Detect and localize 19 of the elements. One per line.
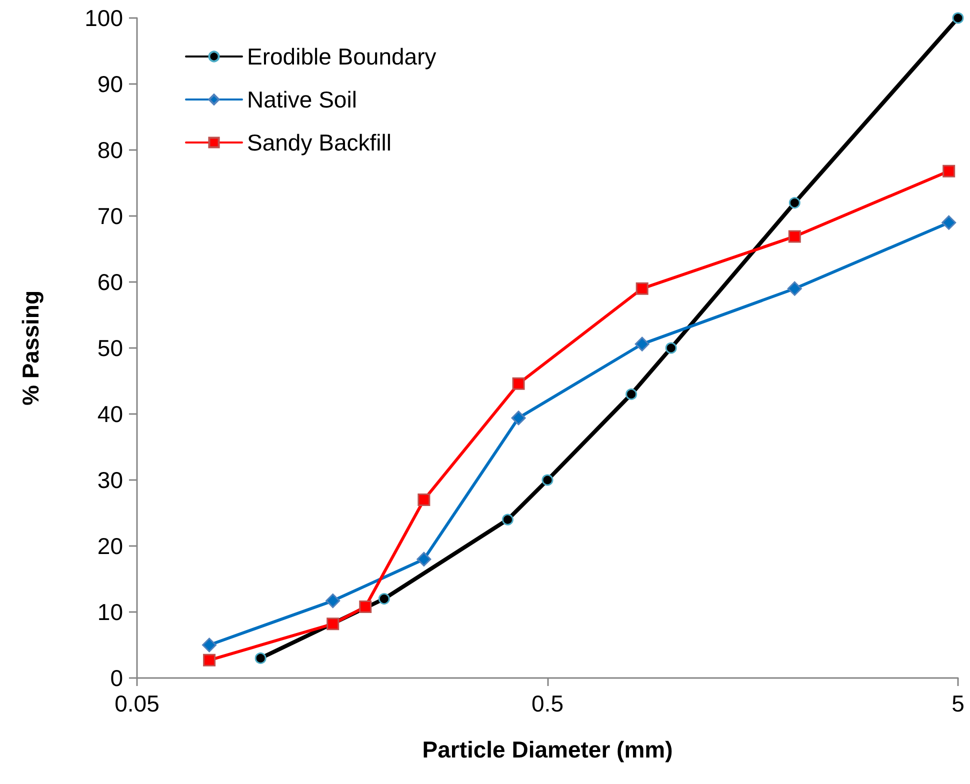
- y-tick-label: 80: [97, 137, 123, 163]
- y-tick-label: 30: [97, 467, 123, 493]
- y-axis-title: % Passing: [18, 290, 44, 406]
- y-tick-label: 90: [97, 71, 123, 97]
- legend-label: Sandy Backfill: [247, 130, 392, 156]
- y-tick-label: 20: [97, 533, 123, 559]
- y-tick-label: 70: [97, 203, 123, 229]
- x-tick-label: 5: [952, 690, 964, 716]
- y-tick-label: 60: [97, 269, 123, 295]
- x-axis-title: Particle Diameter (mm): [422, 736, 673, 762]
- legend-label: Erodible Boundary: [247, 44, 437, 70]
- y-tick-label: 40: [97, 401, 123, 427]
- x-tick-label: 0.5: [532, 690, 564, 716]
- y-tick-label: 0: [110, 665, 123, 691]
- y-tick-label: 50: [97, 335, 123, 361]
- legend-label: Native Soil: [247, 86, 357, 112]
- y-tick-label: 100: [84, 5, 123, 31]
- x-tick-label: 0.05: [114, 690, 160, 716]
- y-tick-label: 10: [97, 599, 123, 625]
